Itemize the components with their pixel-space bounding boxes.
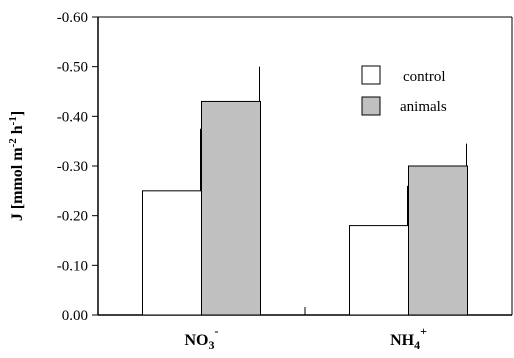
y-tick-label: -0.30 bbox=[57, 159, 88, 175]
legend-swatch-animals bbox=[361, 96, 381, 116]
bar-control bbox=[349, 225, 409, 316]
y-tick-label: -0.50 bbox=[57, 60, 88, 76]
y-tick-label: -0.20 bbox=[57, 209, 88, 225]
bar-control bbox=[142, 190, 202, 316]
legend: control animals bbox=[361, 65, 447, 116]
bar-animals bbox=[408, 165, 468, 316]
y-axis-label-main: J [mmol m bbox=[9, 147, 26, 221]
y-axis-label-mid: h bbox=[9, 125, 26, 138]
y-axis-label-end: ] bbox=[9, 111, 26, 116]
category-label: NH4+ bbox=[390, 324, 427, 352]
y-tick-label: -0.10 bbox=[57, 258, 88, 274]
y-tick-label: -0.60 bbox=[57, 10, 88, 26]
y-tick-label: 0.00 bbox=[62, 308, 88, 324]
y-tick-label: -0.40 bbox=[57, 109, 88, 125]
y-ticks: 0.00 -0.10 -0.20 -0.30 -0.40 -0.50 -0.60 bbox=[57, 10, 306, 324]
y-axis-label-sup2: -1 bbox=[7, 116, 19, 125]
legend-label-control: control bbox=[403, 69, 446, 85]
category-labels: NO3- NH4+ bbox=[185, 324, 428, 352]
category-label-sub: 3 bbox=[209, 338, 215, 352]
category-label-sup: - bbox=[215, 324, 219, 338]
bars bbox=[142, 100, 468, 316]
category-label-sup: + bbox=[420, 324, 427, 338]
legend-label-animals: animals bbox=[400, 99, 447, 115]
y-axis-label-sup1: -2 bbox=[7, 138, 19, 148]
category-label-base: NO bbox=[185, 332, 209, 349]
error-bars bbox=[200, 66, 467, 226]
legend-swatch-control bbox=[361, 65, 381, 85]
bar-animals bbox=[201, 100, 261, 316]
y-axis-label: J [mmol m-2 h-1] bbox=[7, 111, 26, 221]
category-label: NO3- bbox=[185, 324, 219, 352]
category-label-sub: 4 bbox=[414, 338, 420, 352]
category-label-base: NH bbox=[390, 332, 415, 349]
